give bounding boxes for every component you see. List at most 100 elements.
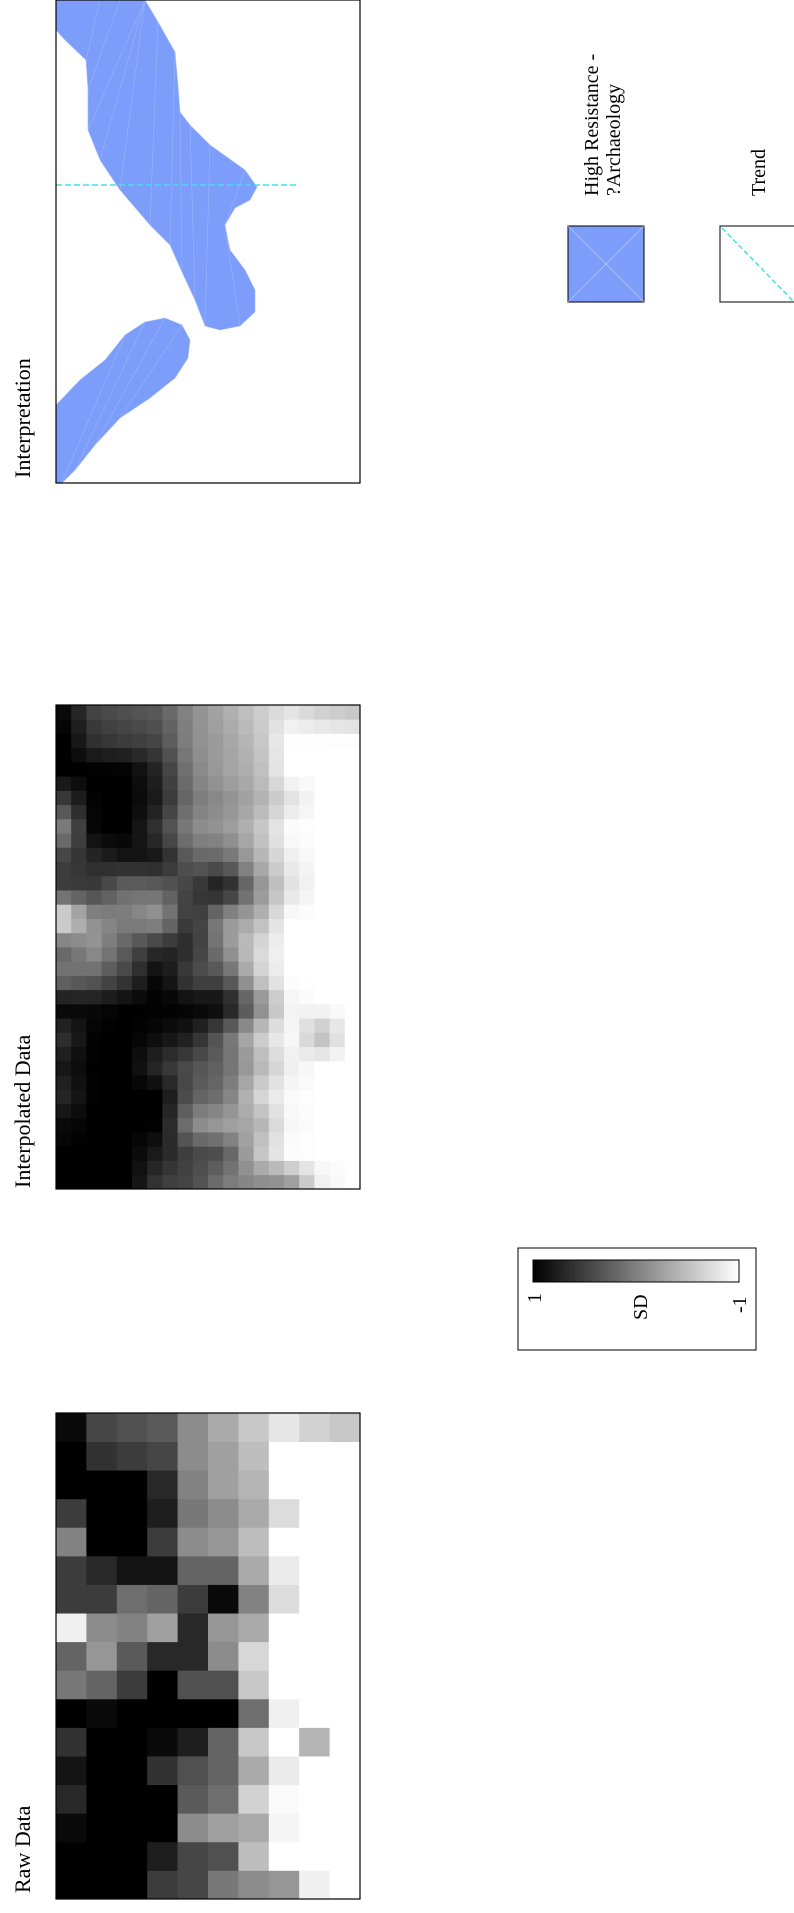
interpolated-data-cell: [192, 890, 209, 905]
interpolated-data-cell: [314, 1046, 330, 1062]
interpolated-data-cell: [71, 875, 87, 891]
interpolated-data-cell: [116, 847, 133, 862]
interpolated-data-cell: [268, 818, 285, 834]
interpolated-data-cell: [329, 989, 346, 1005]
interpolated-data-cell: [132, 1132, 148, 1147]
raw-data-cell: [177, 1756, 209, 1786]
interpolated-data-cell: [268, 847, 285, 862]
interpolated-data-cell: [284, 1146, 300, 1161]
interpolated-data-cell: [147, 804, 163, 820]
interpolated-data-cell: [177, 1132, 194, 1147]
interpolated-data-cell: [132, 932, 148, 948]
interpolated-data-cell: [208, 1032, 224, 1048]
interpolated-data-cell: [344, 961, 361, 976]
interpolated-data-cell: [208, 719, 224, 734]
interpolated-data-cell: [344, 790, 361, 806]
interpolated-data-cell: [223, 861, 239, 877]
interpolated-data-cell: [299, 989, 315, 1005]
interpolated-data-cell: [238, 776, 254, 791]
raw-data-cell: [86, 1813, 118, 1843]
interpolated-data-cell: [268, 1174, 285, 1190]
interpolated-data-cell: [86, 804, 102, 820]
interpolated-data-cell: [177, 961, 194, 976]
interpolated-data-cell: [329, 804, 346, 820]
interpolated-data-cell: [147, 904, 163, 919]
interpolated-data-cell: [284, 904, 300, 919]
interpolated-data-cell: [253, 1018, 270, 1033]
interpolated-data-cell: [268, 1018, 285, 1033]
interpolated-data-cell: [86, 989, 102, 1005]
interpolated-data-cell: [147, 875, 163, 891]
interpolated-data-cell: [162, 1018, 178, 1033]
interpolated-data-cell: [253, 904, 270, 919]
interpolated-data-cell: [329, 1146, 346, 1161]
interpolated-data-cell: [71, 818, 87, 834]
raw-data-cell: [238, 1527, 270, 1557]
interpolated-data-cell: [329, 761, 346, 777]
interpolated-data-cell: [344, 947, 361, 962]
interpolated-data-cell: [86, 1032, 102, 1048]
interpolated-data-cell: [253, 761, 270, 777]
interpolated-data-cell: [116, 1174, 133, 1190]
interpolated-data-cell: [71, 1003, 87, 1019]
interpolated-data-cell: [132, 761, 148, 777]
interpolated-data-cell: [162, 947, 178, 962]
raw-data-cell: [56, 1670, 87, 1700]
raw-data-cell: [268, 1527, 300, 1557]
interpolated-data-cell: [223, 1174, 239, 1190]
interpolated-data-cell: [253, 1160, 270, 1176]
interpolated-data-cell: [147, 776, 163, 791]
interpolated-data-cell: [86, 719, 102, 734]
interpolated-data-cell: [253, 947, 270, 962]
interpolated-data-cell: [86, 1174, 102, 1190]
interpolated-data-cell: [238, 1146, 254, 1161]
raw-data-cell: [56, 1698, 87, 1728]
interpolated-data-cell: [299, 747, 315, 763]
interpolated-data-cell: [238, 719, 254, 734]
interpolated-data-cell: [71, 705, 87, 720]
interpolated-data-cell: [268, 790, 285, 806]
interpolated-data-cell: [147, 790, 163, 806]
raw-data-cell: [147, 1756, 178, 1786]
interpolated-data-cell: [192, 1132, 209, 1147]
interpolated-data-cell: [314, 890, 330, 905]
interpolated-data-cell: [192, 847, 209, 862]
interpolated-data-cell: [192, 1103, 209, 1119]
raw-data-cell: [56, 1727, 87, 1757]
interpolated-data-cell: [56, 947, 72, 962]
interpolated-data-cell: [268, 932, 285, 948]
interpolated-data-cell: [268, 1032, 285, 1048]
interpolated-data-cell: [223, 1117, 239, 1133]
interpolated-data-cell: [116, 1003, 133, 1019]
interpolated-data-cell: [101, 833, 118, 848]
interpolated-data-cell: [268, 875, 285, 891]
interpolated-data-cell: [162, 1160, 178, 1176]
interpolated-data-cell: [162, 1174, 178, 1190]
raw-data-cell: [56, 1413, 87, 1442]
interpolated-data-cell: [192, 818, 209, 834]
interpolated-data-cell: [208, 747, 224, 763]
raw-data-cell: [208, 1470, 239, 1500]
interpolated-data-cell: [329, 861, 346, 877]
interpolated-data-cell: [192, 1117, 209, 1133]
interpolated-data-cell: [238, 833, 254, 848]
raw-data-cell: [116, 1870, 148, 1900]
raw-data-cell: [177, 1784, 209, 1814]
interpolated-data-cell: [132, 733, 148, 749]
interpolated-data-cell: [284, 776, 300, 791]
interpolated-data-cell: [314, 847, 330, 862]
raw-data-cell: [268, 1413, 300, 1442]
interpolated-data-cell: [238, 804, 254, 820]
raw-data-cell: [86, 1727, 118, 1757]
interpolated-data-cell: [132, 719, 148, 734]
interpolated-data-cell: [314, 918, 330, 934]
interpolated-data-cell: [344, 1103, 361, 1119]
interpolated-data-cell: [116, 1046, 133, 1062]
interpolated-data-cell: [299, 1146, 315, 1161]
interpolated-data-cell: [101, 790, 118, 806]
interpolated-data-cell: [253, 1132, 270, 1147]
interpolated-data-cell: [192, 1089, 209, 1104]
interpolated-data-cell: [238, 904, 254, 919]
interpolated-data-cell: [177, 804, 194, 820]
raw-data-cell: [116, 1498, 148, 1528]
